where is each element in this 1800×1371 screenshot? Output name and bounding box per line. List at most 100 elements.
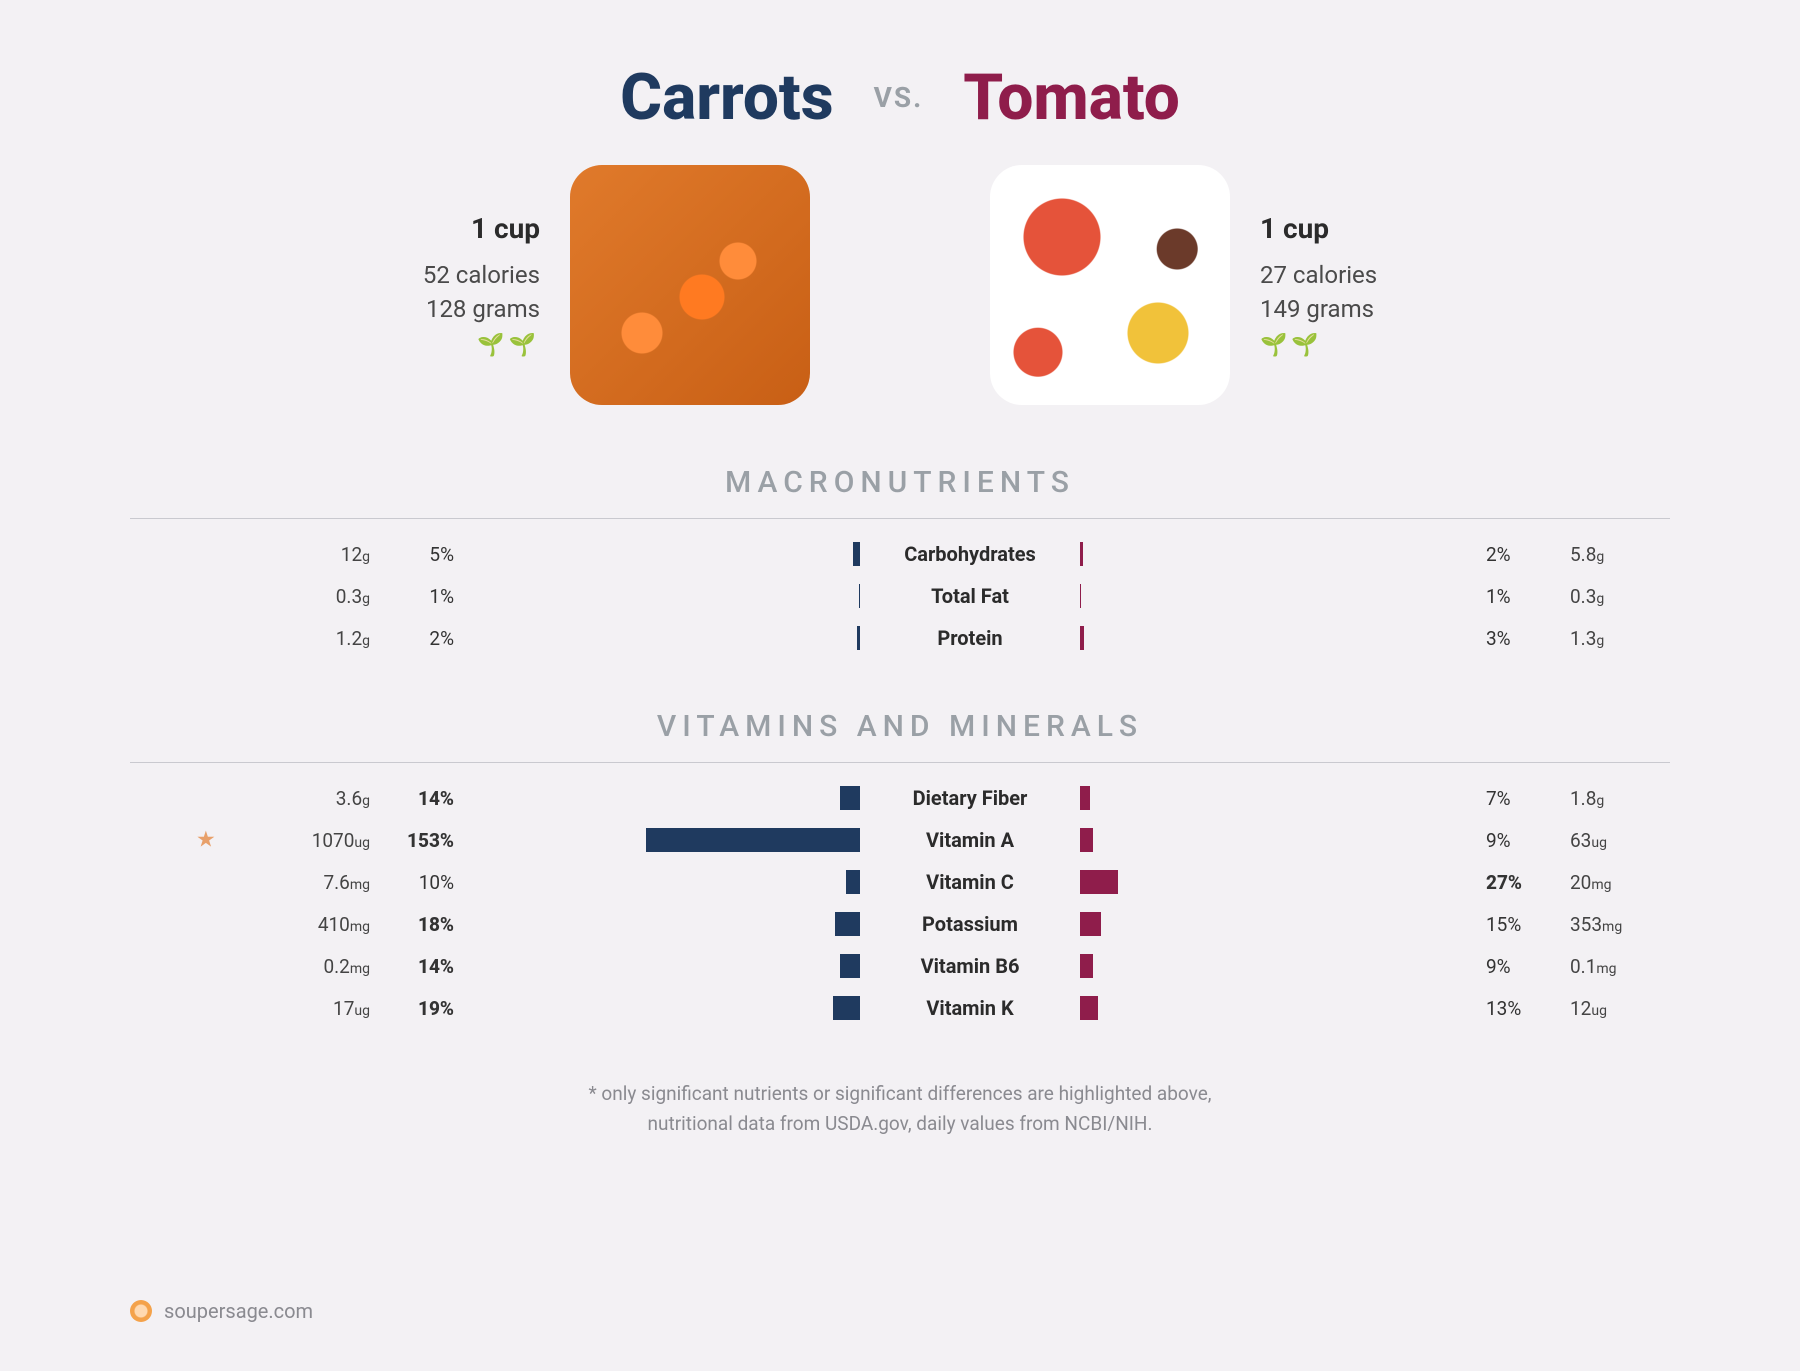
comparison-header: Carrots VS. Tomato — [130, 60, 1670, 135]
nutrient-row: 1.2g2%Protein3%1.3g — [240, 617, 1560, 659]
right-amount: 63ug — [1560, 829, 1700, 852]
left-amount: 12g — [240, 543, 380, 566]
highlight-star-icon: ★ — [196, 828, 216, 853]
right-percent: 3% — [1460, 627, 1560, 650]
vs-label: VS. — [874, 81, 924, 114]
right-amount: 20mg — [1560, 871, 1700, 894]
serving-info-row: 1 cup 52 calories 128 grams 🌱🌱 1 cup 27 … — [130, 165, 1670, 405]
nutrient-label: Vitamin B6 — [860, 954, 1080, 978]
left-percent: 1% — [380, 585, 480, 608]
right-bar — [1080, 912, 1460, 936]
nutrient-label: Vitamin A — [860, 828, 1080, 852]
left-bar — [480, 954, 860, 978]
left-amount: 17ug — [240, 997, 380, 1020]
macros-section-title: MACRONUTRIENTS — [130, 465, 1670, 500]
vitamins-section-title: VITAMINS AND MINERALS — [130, 709, 1670, 744]
left-percent: 14% — [380, 955, 480, 978]
right-percent: 7% — [1460, 787, 1560, 810]
right-amount: 353mg — [1560, 913, 1700, 936]
right-percent: 2% — [1460, 543, 1560, 566]
nutrient-label: Total Fat — [860, 584, 1080, 608]
right-percent: 27% — [1460, 871, 1560, 894]
left-amount: 1070ug — [240, 829, 380, 852]
right-percent: 9% — [1460, 829, 1560, 852]
left-plant-icons: 🌱🌱 — [423, 333, 540, 358]
right-amount: 12ug — [1560, 997, 1700, 1020]
left-bar — [480, 828, 860, 852]
right-amount: 5.8g — [1560, 543, 1700, 566]
left-food-title: Carrots — [620, 60, 833, 135]
vitamins-table: 3.6g14%Dietary Fiber7%1.8g★1070ug153%Vit… — [240, 777, 1560, 1029]
left-food-text: 1 cup 52 calories 128 grams 🌱🌱 — [423, 212, 540, 358]
right-bar — [1080, 542, 1460, 566]
footnote-line2: nutritional data from USDA.gov, daily va… — [130, 1109, 1670, 1139]
nutrient-row: ★1070ug153%Vitamin A9%63ug — [240, 819, 1560, 861]
nutrient-row: 0.2mg14%Vitamin B69%0.1mg — [240, 945, 1560, 987]
nutrient-label: Protein — [860, 626, 1080, 650]
right-amount: 1.3g — [1560, 627, 1700, 650]
right-plant-icons: 🌱🌱 — [1260, 333, 1377, 358]
left-percent: 5% — [380, 543, 480, 566]
right-percent: 13% — [1460, 997, 1560, 1020]
nutrient-label: Vitamin K — [860, 996, 1080, 1020]
right-amount: 0.1mg — [1560, 955, 1700, 978]
right-percent: 9% — [1460, 955, 1560, 978]
left-bar — [480, 542, 860, 566]
left-percent: 153% — [380, 829, 480, 852]
right-bar — [1080, 584, 1460, 608]
nutrient-row: 17ug19%Vitamin K13%12ug — [240, 987, 1560, 1029]
left-amount: 3.6g — [240, 787, 380, 810]
brand-name: soupersage.com — [164, 1299, 313, 1323]
nutrient-row: 410mg18%Potassium15%353mg — [240, 903, 1560, 945]
nutrient-label: Carbohydrates — [860, 542, 1080, 566]
right-food-image — [990, 165, 1230, 405]
right-bar — [1080, 626, 1460, 650]
left-food-block: 1 cup 52 calories 128 grams 🌱🌱 — [423, 165, 810, 405]
right-bar — [1080, 828, 1460, 852]
nutrient-label: Vitamin C — [860, 870, 1080, 894]
footnote-line1: * only significant nutrients or signific… — [130, 1079, 1670, 1109]
left-bar — [480, 870, 860, 894]
left-amount: 0.3g — [240, 585, 380, 608]
nutrient-row: 12g5%Carbohydrates2%5.8g — [240, 533, 1560, 575]
macros-divider — [130, 518, 1670, 519]
footnote: * only significant nutrients or signific… — [130, 1079, 1670, 1140]
right-bar — [1080, 996, 1460, 1020]
left-percent: 2% — [380, 627, 480, 650]
left-bar — [480, 584, 860, 608]
right-amount: 1.8g — [1560, 787, 1700, 810]
left-bar — [480, 786, 860, 810]
brand-logo-icon — [130, 1300, 152, 1322]
left-amount: 7.6mg — [240, 871, 380, 894]
right-serving: 1 cup — [1260, 212, 1377, 245]
vitamins-divider — [130, 762, 1670, 763]
left-percent: 18% — [380, 913, 480, 936]
left-percent: 10% — [380, 871, 480, 894]
macros-table: 12g5%Carbohydrates2%5.8g0.3g1%Total Fat1… — [240, 533, 1560, 659]
nutrient-label: Potassium — [860, 912, 1080, 936]
nutrient-row: 3.6g14%Dietary Fiber7%1.8g — [240, 777, 1560, 819]
left-grams: 128 grams — [423, 295, 540, 323]
left-amount: 0.2mg — [240, 955, 380, 978]
left-percent: 19% — [380, 997, 480, 1020]
right-calories: 27 calories — [1260, 261, 1377, 289]
left-amount: 1.2g — [240, 627, 380, 650]
right-bar — [1080, 870, 1460, 894]
left-bar — [480, 912, 860, 936]
right-bar — [1080, 786, 1460, 810]
right-bar — [1080, 954, 1460, 978]
right-amount: 0.3g — [1560, 585, 1700, 608]
brand-footer: soupersage.com — [130, 1299, 313, 1323]
right-food-block: 1 cup 27 calories 149 grams 🌱🌱 — [990, 165, 1377, 405]
left-food-image — [570, 165, 810, 405]
nutrient-row: 0.3g1%Total Fat1%0.3g — [240, 575, 1560, 617]
left-amount: 410mg — [240, 913, 380, 936]
right-percent: 15% — [1460, 913, 1560, 936]
right-grams: 149 grams — [1260, 295, 1377, 323]
right-percent: 1% — [1460, 585, 1560, 608]
left-percent: 14% — [380, 787, 480, 810]
left-bar — [480, 626, 860, 650]
nutrient-label: Dietary Fiber — [860, 786, 1080, 810]
right-food-text: 1 cup 27 calories 149 grams 🌱🌱 — [1260, 212, 1377, 358]
left-calories: 52 calories — [423, 261, 540, 289]
